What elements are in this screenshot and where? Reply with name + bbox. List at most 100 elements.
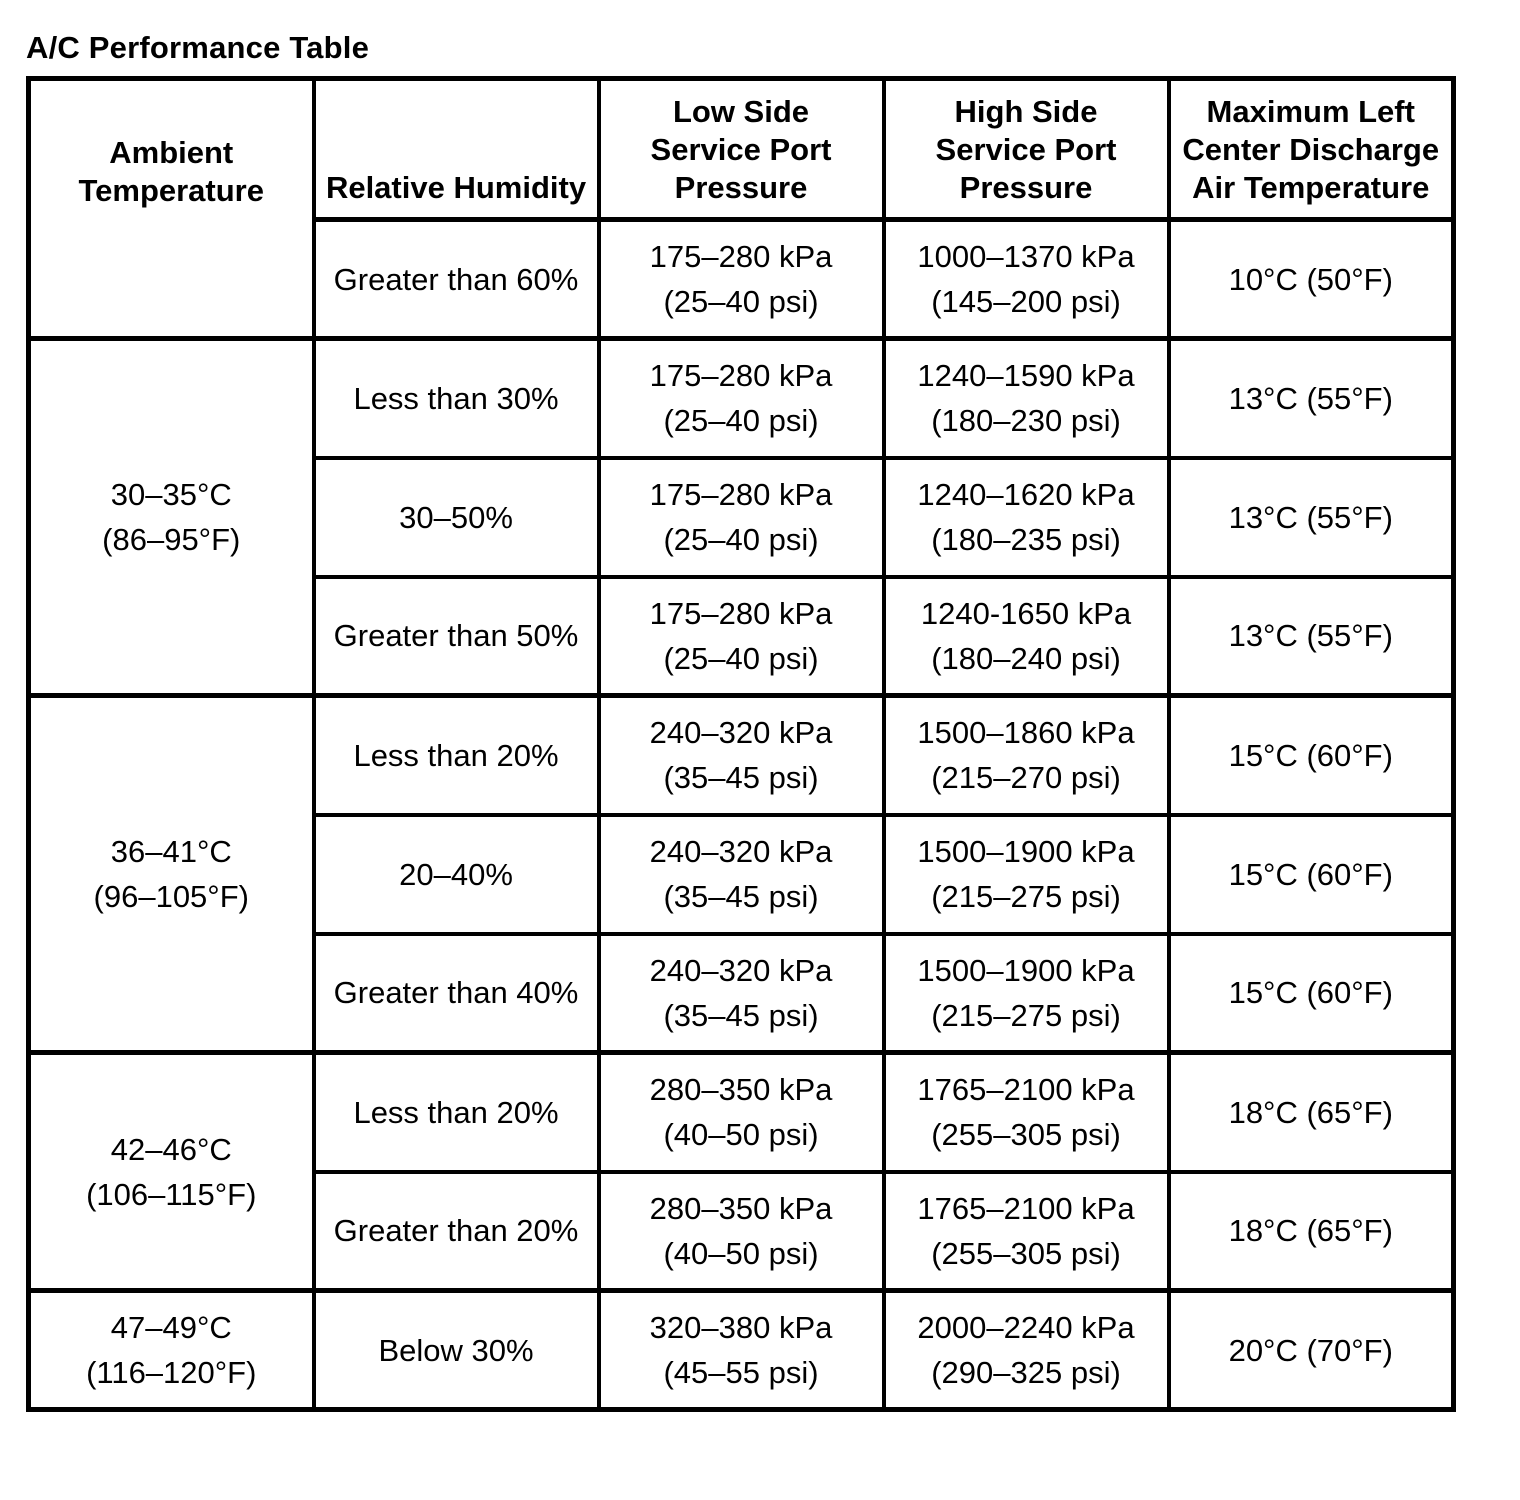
kpa-line: 240–320 kPa — [649, 952, 833, 988]
header-line: Maximum Left — [1206, 94, 1415, 129]
header-line: Air Temperature — [1192, 170, 1430, 205]
psi-line: (40–50 psi) — [663, 1117, 819, 1153]
psi-line: (35–45 psi) — [663, 997, 819, 1033]
table-row: Greater than 60% 175–280 kPa (25–40 psi)… — [26, 217, 1456, 341]
ambient-line: (86–95°F) — [102, 522, 241, 557]
high-pressure-cell: 2000–2240 kPa (290–325 psi) — [881, 1288, 1171, 1412]
high-pressure-cell: 1240–1590 kPa (180–230 psi) — [881, 336, 1171, 460]
high-pressure-cell: 1000–1370 kPa (145–200 psi) — [881, 217, 1171, 341]
psi-line: (25–40 psi) — [663, 403, 819, 439]
ambient-line: 30–35°C — [110, 477, 232, 512]
discharge-temp-cell: 15°C (60°F) — [1166, 812, 1456, 936]
psi-line: (145–200 psi) — [931, 284, 1121, 319]
table-row: 36–41°C (96–105°F) Less than 20% 240–320… — [26, 693, 1456, 1055]
psi-line: (180–235 psi) — [931, 522, 1121, 557]
ambient-cell-empty — [26, 219, 316, 341]
discharge-temp-cell: 10°C (50°F) — [1166, 217, 1456, 341]
high-pressure-cell: 1765–2100 kPa (255–305 psi) — [881, 1050, 1171, 1174]
ambient-cell: 36–41°C (96–105°F) — [26, 693, 316, 1055]
header-line: Low Side — [672, 94, 810, 129]
discharge-temp-cell: 13°C (55°F) — [1166, 336, 1456, 460]
discharge-temp-cell: 18°C (65°F) — [1166, 1050, 1456, 1174]
psi-line: (45–55 psi) — [663, 1355, 819, 1390]
psi-line: (25–40 psi) — [663, 522, 819, 557]
table-row: 30–35°C (86–95°F) Less than 30% 175–280 … — [26, 336, 1456, 698]
humidity-cell: Below 30% — [311, 1288, 601, 1412]
high-pressure-cell: 1500–1860 kPa (215–270 psi) — [881, 693, 1171, 817]
ambient-line: 36–41°C — [110, 834, 232, 869]
low-pressure-cell: 240–320 kPa (35–45 psi) — [596, 812, 886, 936]
col-header-ambient-temperature: Ambient Temperature — [26, 76, 316, 220]
high-pressure-cell: 1240-1650 kPa (180–240 psi) — [881, 574, 1171, 698]
psi-line: (215–270 psi) — [931, 760, 1121, 796]
discharge-temp-cell: 15°C (60°F) — [1166, 693, 1456, 817]
discharge-temp-cell: 20°C (70°F) — [1166, 1288, 1456, 1412]
high-pressure-cell: 1240–1620 kPa (180–235 psi) — [881, 455, 1171, 579]
low-pressure-cell: 240–320 kPa (35–45 psi) — [596, 693, 886, 817]
header-line: High Side — [954, 94, 1098, 129]
col-header-relative-humidity: Relative Humidity — [311, 76, 601, 222]
psi-line: (255–305 psi) — [931, 1235, 1121, 1271]
header-line: Relative Humidity — [325, 170, 587, 205]
discharge-temp-cell: 18°C (65°F) — [1166, 1169, 1456, 1293]
psi-line: (25–40 psi) — [663, 640, 819, 676]
kpa-line: 320–380 kPa — [649, 1310, 833, 1345]
psi-line: (180–240 psi) — [931, 640, 1121, 676]
kpa-line: 1240-1650 kPa — [920, 595, 1132, 631]
psi-line: (35–45 psi) — [663, 760, 819, 796]
kpa-line: 240–320 kPa — [649, 834, 833, 869]
kpa-line: 280–350 kPa — [649, 1190, 833, 1226]
kpa-line: 175–280 kPa — [649, 358, 833, 394]
low-pressure-cell: 175–280 kPa (25–40 psi) — [596, 336, 886, 460]
psi-line: (215–275 psi) — [931, 879, 1121, 914]
low-pressure-cell: 240–320 kPa (35–45 psi) — [596, 931, 886, 1055]
psi-line: (255–305 psi) — [931, 1117, 1121, 1153]
header-line: Service Port — [935, 132, 1117, 167]
kpa-line: 175–280 kPa — [649, 595, 833, 631]
humidity-cell: Less than 20% — [311, 1050, 601, 1174]
humidity-cell: Less than 20% — [311, 693, 601, 817]
kpa-line: 175–280 kPa — [649, 477, 833, 512]
header-line: Pressure — [959, 170, 1093, 205]
table-row: 47–49°C (116–120°F) Below 30% 320–380 kP… — [26, 1288, 1456, 1412]
table-row: 42–46°C (106–115°F) Less than 20% 280–35… — [26, 1050, 1456, 1293]
discharge-temp-cell: 15°C (60°F) — [1166, 931, 1456, 1055]
kpa-line: 2000–2240 kPa — [917, 1310, 1135, 1345]
low-pressure-cell: 175–280 kPa (25–40 psi) — [596, 217, 886, 341]
header-line: Service Port — [650, 132, 832, 167]
table-row: Greater than 50% 175–280 kPa (25–40 psi)… — [29, 574, 1456, 698]
kpa-line: 240–320 kPa — [649, 715, 833, 751]
ambient-cell: 30–35°C (86–95°F) — [26, 336, 316, 698]
kpa-line: 1240–1620 kPa — [917, 477, 1135, 512]
col-header-low-side-pressure: Low Side Service Port Pressure — [596, 76, 886, 222]
header-line: Temperature — [78, 172, 265, 208]
kpa-line: 280–350 kPa — [649, 1072, 833, 1108]
header-row: Ambient Temperature Relative Humidity Lo… — [26, 76, 1456, 222]
header-line: Ambient — [109, 134, 234, 170]
kpa-line: 1240–1590 kPa — [917, 358, 1135, 394]
ambient-line: 47–49°C — [110, 1310, 232, 1345]
humidity-cell: Greater than 20% — [311, 1169, 601, 1293]
humidity-cell: Greater than 40% — [311, 931, 601, 1055]
kpa-line: 1500–1900 kPa — [917, 834, 1135, 869]
ambient-cell: 47–49°C (116–120°F) — [26, 1288, 316, 1412]
header-line: Pressure — [674, 170, 808, 205]
psi-line: (25–40 psi) — [663, 284, 819, 319]
col-header-high-side-pressure: High Side Service Port Pressure — [881, 76, 1171, 222]
discharge-temp-cell: 13°C (55°F) — [1166, 455, 1456, 579]
header-line: Center Discharge — [1182, 132, 1440, 167]
high-pressure-cell: 1500–1900 kPa (215–275 psi) — [881, 812, 1171, 936]
kpa-line: 1765–2100 kPa — [917, 1190, 1135, 1226]
kpa-line: 1000–1370 kPa — [917, 239, 1135, 274]
low-pressure-cell: 280–350 kPa (40–50 psi) — [596, 1169, 886, 1293]
kpa-line: 1500–1860 kPa — [917, 715, 1135, 751]
psi-line: (290–325 psi) — [931, 1355, 1121, 1390]
ambient-line: (96–105°F) — [93, 879, 249, 914]
humidity-cell: Less than 30% — [311, 336, 601, 460]
col-header-discharge-temperature: Maximum Left Center Discharge Air Temper… — [1166, 76, 1456, 222]
page-title: A/C Performance Table — [26, 30, 370, 65]
high-pressure-cell: 1500–1900 kPa (215–275 psi) — [881, 931, 1171, 1055]
humidity-cell: 20–40% — [311, 812, 601, 936]
psi-line: (35–45 psi) — [663, 879, 819, 914]
psi-line: (180–230 psi) — [931, 403, 1121, 439]
